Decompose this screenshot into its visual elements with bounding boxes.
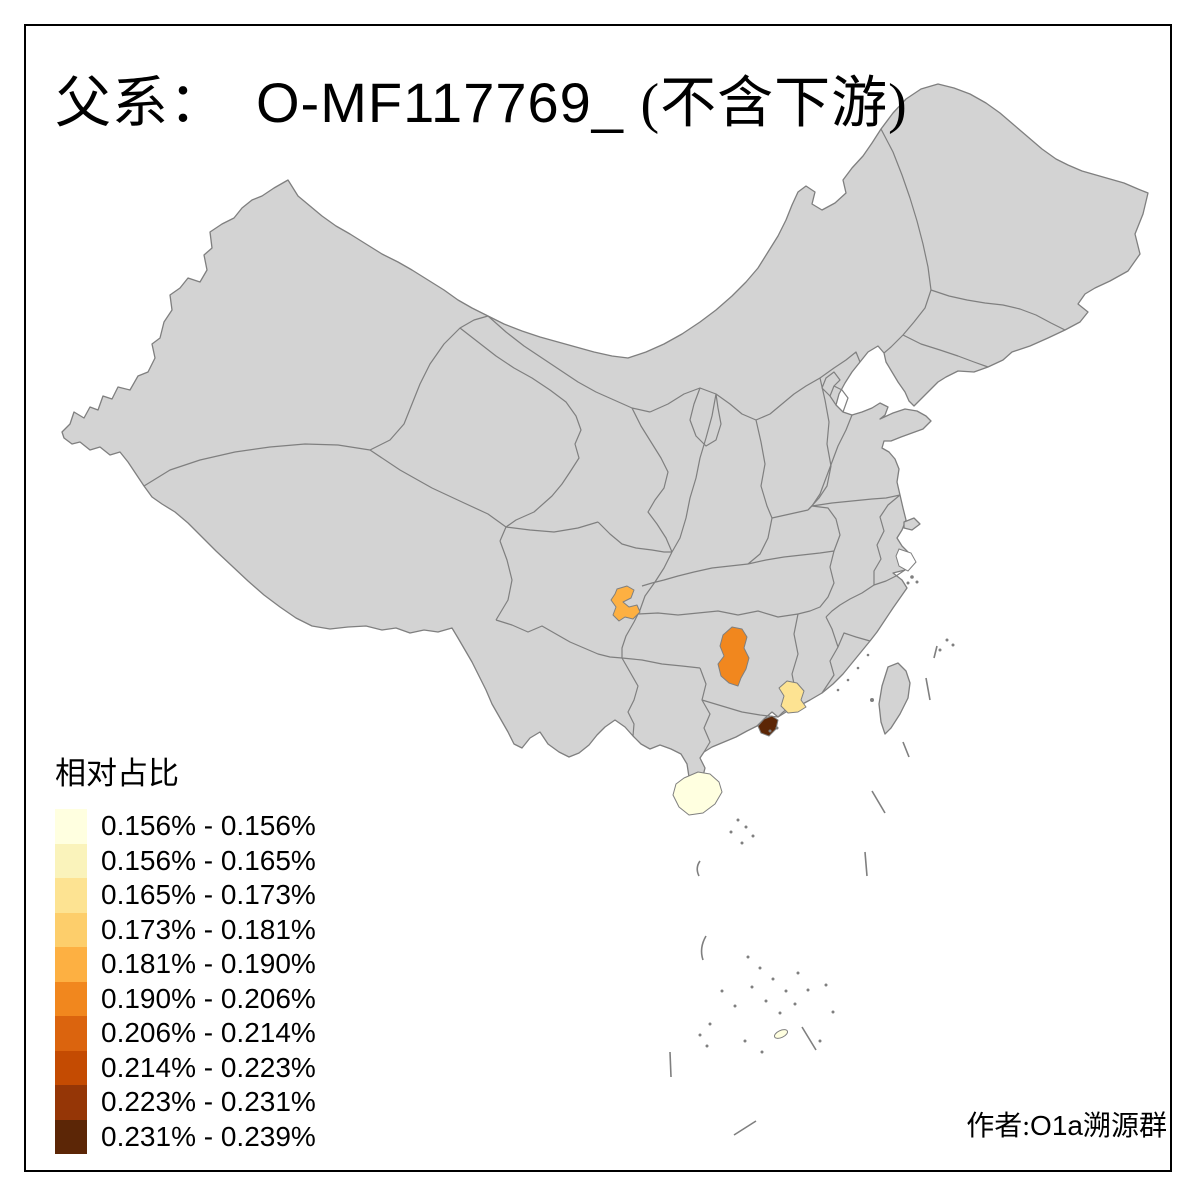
- legend-swatch: [55, 947, 87, 982]
- legend-swatch: [55, 981, 87, 1016]
- page-title: 父系： O-MF117769_ (不含下游): [55, 58, 908, 139]
- province-borders: [143, 128, 1066, 753]
- legend-swatch: [55, 1016, 87, 1051]
- attribution-group: O1a: [1030, 1110, 1083, 1141]
- legend-label: 0.156% - 0.165%: [101, 844, 316, 876]
- legend-label: 0.190% - 0.206%: [101, 982, 316, 1014]
- mainland-outline: [61, 83, 1149, 789]
- title-haplogroup: O-MF117769_: [256, 71, 624, 134]
- legend-item: 0.165% - 0.173%: [55, 878, 316, 913]
- legend-swatch: [55, 1050, 87, 1085]
- legend-swatch: [55, 1119, 87, 1154]
- legend-item: 0.173% - 0.181%: [55, 912, 316, 947]
- province-border-north: [487, 315, 861, 553]
- province-border-east: [747, 414, 906, 694]
- attribution-suffix: 溯源群: [1082, 1111, 1167, 1142]
- title-suffix: (不含下游): [640, 73, 908, 135]
- legend-item: 0.181% - 0.190%: [55, 947, 316, 982]
- region-heyuan: [778, 680, 807, 714]
- legend-label: 0.223% - 0.231%: [101, 1086, 316, 1117]
- legend-swatch: [55, 878, 87, 913]
- legend-swatch: [55, 912, 87, 947]
- region-hainan-island: [672, 771, 723, 816]
- region-shenzhen: [757, 715, 779, 737]
- small-island-dots: [698, 575, 955, 1054]
- legend-label: 0.206% - 0.214%: [101, 1017, 316, 1048]
- legend-label: 0.165% - 0.173%: [101, 879, 316, 910]
- plot-frame: [24, 24, 1172, 1172]
- legend-item: 0.156% - 0.165%: [55, 843, 316, 878]
- legend-label: 0.173% - 0.181%: [101, 913, 316, 945]
- legend-swatch: [55, 843, 87, 878]
- islands: [698, 517, 955, 1054]
- legend-title: 相对占比: [55, 756, 179, 791]
- legend-item: 0.231% - 0.239%: [55, 1119, 316, 1154]
- legend-item: 0.214% - 0.223%: [55, 1050, 316, 1085]
- nine-dash-line: [669, 645, 938, 1136]
- legend-swatch: [55, 809, 87, 844]
- province-border-northeast: [880, 128, 1066, 368]
- legend-label: 0.214% - 0.223%: [101, 1051, 316, 1083]
- region-nansha-islet: [773, 1029, 789, 1039]
- attribution: 作者:O1a溯源群: [966, 1104, 1167, 1144]
- taiwan-island: [878, 662, 911, 735]
- shanghai-region: [895, 548, 917, 572]
- legend-swatch: [55, 1085, 87, 1120]
- legend-item: 0.156% - 0.156%: [55, 809, 316, 844]
- legend-label: 0.156% - 0.156%: [101, 810, 316, 841]
- legend-label: 0.231% - 0.239%: [101, 1120, 316, 1152]
- legend-item: 0.206% - 0.214%: [55, 1016, 316, 1051]
- region-hunan-central: [717, 626, 750, 687]
- title-prefix: 父系：: [55, 73, 226, 135]
- legend-item: 0.190% - 0.206%: [55, 981, 316, 1016]
- legend: 相对占比 0.156% - 0.156% 0.156% - 0.165% 0.1…: [55, 748, 316, 1154]
- attribution-prefix: 作者:: [966, 1111, 1031, 1142]
- legend-items: 0.156% - 0.156% 0.156% - 0.165% 0.165% -…: [55, 809, 316, 1154]
- chongming-island: [903, 517, 921, 531]
- legend-label: 0.181% - 0.190%: [101, 948, 316, 979]
- legend-item: 0.223% - 0.231%: [55, 1085, 316, 1120]
- region-chongqing: [610, 585, 641, 622]
- highlighted-regions: [610, 585, 807, 1039]
- province-border-west: [143, 315, 672, 621]
